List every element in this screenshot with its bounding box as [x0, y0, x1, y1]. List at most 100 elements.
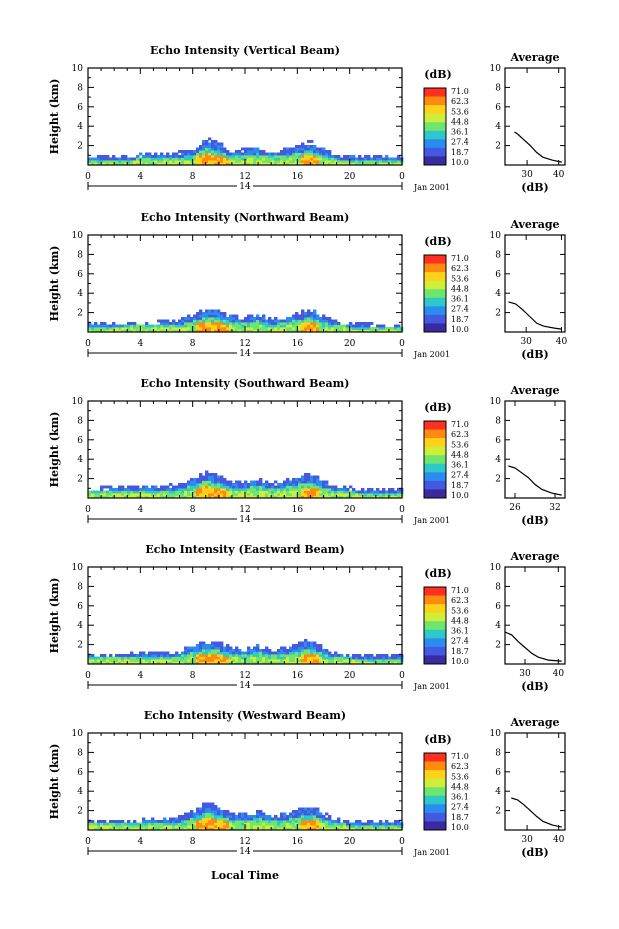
heatmap-cell	[241, 815, 245, 818]
heatmap-cell	[124, 155, 128, 158]
heatmap-cell	[196, 329, 200, 333]
heatmap-cell	[280, 162, 284, 166]
heatmap-cell	[154, 485, 158, 489]
heatmap-cell	[259, 478, 263, 481]
heatmap-cell	[187, 485, 191, 489]
heatmap-cell	[163, 820, 167, 823]
heatmap-cell	[352, 659, 356, 662]
heatmap-cell	[235, 317, 239, 320]
heatmap-cell	[226, 483, 230, 486]
heatmap-cell	[388, 329, 392, 333]
heatmap-cell	[217, 152, 221, 156]
heatmap-cell	[178, 157, 182, 161]
heatmap-cell	[256, 659, 260, 662]
heatmap-cell	[172, 152, 176, 156]
heatmap-cell	[307, 812, 311, 816]
heatmap-cell	[133, 485, 137, 489]
heatmap-cell	[334, 656, 338, 660]
heatmap-cell	[268, 329, 272, 333]
heatmap-cell	[115, 659, 119, 662]
heatmap-cell	[214, 641, 218, 645]
heatmap-cell	[313, 147, 317, 151]
heatmap-cell	[220, 478, 224, 481]
heatmap-cell	[211, 329, 215, 333]
heatmap-cell	[313, 651, 317, 655]
heatmap-cell	[121, 654, 125, 657]
heatmap-cell	[271, 162, 275, 166]
heatmap-cell	[136, 659, 140, 662]
heatmap-cell	[190, 162, 194, 166]
heatmap-cell	[187, 654, 191, 657]
heatmap-cell	[244, 654, 248, 657]
heatmap-cell	[328, 155, 332, 158]
heatmap-cell	[301, 490, 305, 494]
heatmap-cell	[301, 147, 305, 151]
heatmap-cell	[217, 142, 221, 146]
heatmap-cell	[262, 654, 266, 657]
heatmap-cell	[193, 822, 197, 826]
heatmap-cell	[220, 312, 224, 315]
heatmap-cell	[151, 656, 155, 660]
heatmap-cell	[163, 162, 167, 166]
heatmap-cell	[169, 654, 173, 657]
heatmap-cell	[382, 162, 386, 166]
heatmap-cell	[214, 649, 218, 652]
heatmap-cell	[220, 641, 224, 645]
heatmap-cell	[301, 312, 305, 315]
heatmap-cell	[304, 473, 308, 476]
heatmap-cell	[175, 827, 179, 831]
heatmap-cell	[265, 490, 269, 494]
heatmap-cell	[214, 644, 218, 647]
heatmap-cell	[202, 488, 206, 491]
heatmap-cell	[214, 659, 218, 662]
heatmap-cell	[178, 654, 182, 657]
heatmap-cell	[247, 329, 251, 333]
heatmap-cell	[313, 646, 317, 650]
heatmap-cell	[394, 659, 398, 662]
profile-y-tick-label: 10	[490, 563, 502, 573]
heatmap-cell	[322, 155, 326, 158]
heatmap-cell	[223, 319, 227, 323]
heatmap-cell	[382, 659, 386, 662]
heatmap-cell	[259, 322, 263, 325]
heatmap-cell	[181, 659, 185, 662]
heatmap-cell	[187, 827, 191, 831]
heatmap-cell	[277, 155, 281, 158]
heatmap-cell	[352, 825, 356, 828]
heatmap-cell	[295, 485, 299, 489]
heatmap-cell	[142, 822, 146, 826]
heatmap-cell	[148, 329, 152, 333]
heatmap-cell	[190, 827, 194, 831]
heatmap-cell	[94, 661, 98, 665]
heatmap-cell	[262, 162, 266, 166]
plot-frame	[87, 566, 403, 665]
heatmap-cell	[220, 488, 224, 491]
heatmap-cell	[127, 493, 131, 496]
profile-y-tick-label: 2	[495, 309, 501, 319]
heatmap-cell	[208, 327, 212, 330]
heatmap-cell	[202, 641, 206, 645]
heatmap-cell	[328, 329, 332, 333]
heatmap-cell	[208, 651, 212, 655]
heatmap-cell	[142, 155, 146, 158]
heatmap-cell	[166, 488, 170, 491]
heatmap-cell	[166, 820, 170, 823]
heatmap-cell	[208, 319, 212, 323]
heatmap-cell	[211, 644, 215, 647]
heatmap-cell	[241, 654, 245, 657]
heatmap-cell	[355, 825, 359, 828]
heatmap-cell	[328, 654, 332, 657]
heatmap-cell	[262, 495, 266, 499]
heatmap-cell	[127, 820, 131, 823]
heatmap-cell	[136, 155, 140, 158]
heatmap-cell	[181, 820, 185, 823]
heatmap-cell	[244, 493, 248, 496]
heatmap-cell	[88, 654, 92, 657]
heatmap-cell	[316, 488, 320, 491]
heatmap-cell	[304, 495, 308, 499]
heatmap-cell	[151, 157, 155, 161]
heatmap-cell	[172, 155, 176, 158]
heatmap-cell	[208, 646, 212, 650]
heatmap-cell	[334, 160, 338, 163]
heatmap-cell	[376, 822, 380, 826]
